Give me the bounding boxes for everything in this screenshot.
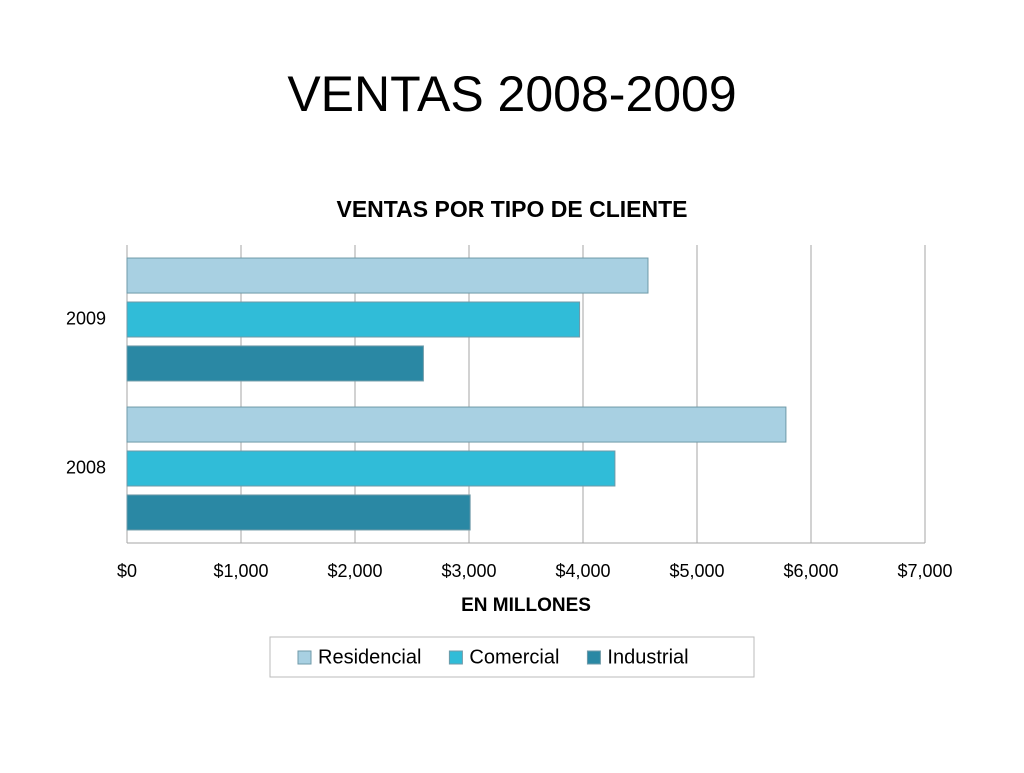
x-tick-label: $1,000 (213, 561, 268, 581)
bar (126, 257, 649, 294)
bar (126, 494, 471, 531)
bar (126, 345, 424, 382)
legend-box (269, 636, 755, 678)
legend-swatch (297, 650, 312, 665)
x-tick-label: $4,000 (555, 561, 610, 581)
chart-title: VENTAS POR TIPO DE CLIENTE (337, 196, 688, 222)
bar (126, 450, 616, 487)
legend-label: Residencial (318, 646, 421, 668)
x-tick-label: $0 (117, 561, 137, 581)
x-tick-label: $6,000 (783, 561, 838, 581)
x-axis-label: EN MILLONES (461, 595, 591, 616)
x-tick-label: $7,000 (897, 561, 952, 581)
y-tick-label: 2008 (66, 457, 106, 477)
x-tick-label: $5,000 (669, 561, 724, 581)
legend-label: Industrial (607, 646, 688, 668)
legend-swatch (586, 650, 601, 665)
x-tick-label: $2,000 (327, 561, 382, 581)
legend-swatch (448, 650, 463, 665)
x-tick-label: $3,000 (441, 561, 496, 581)
y-tick-label: 2009 (66, 308, 106, 328)
bar (126, 301, 581, 338)
bar (126, 406, 787, 443)
slide-title: VENTAS 2008-2009 (287, 66, 736, 122)
legend-label: Comercial (469, 646, 559, 668)
